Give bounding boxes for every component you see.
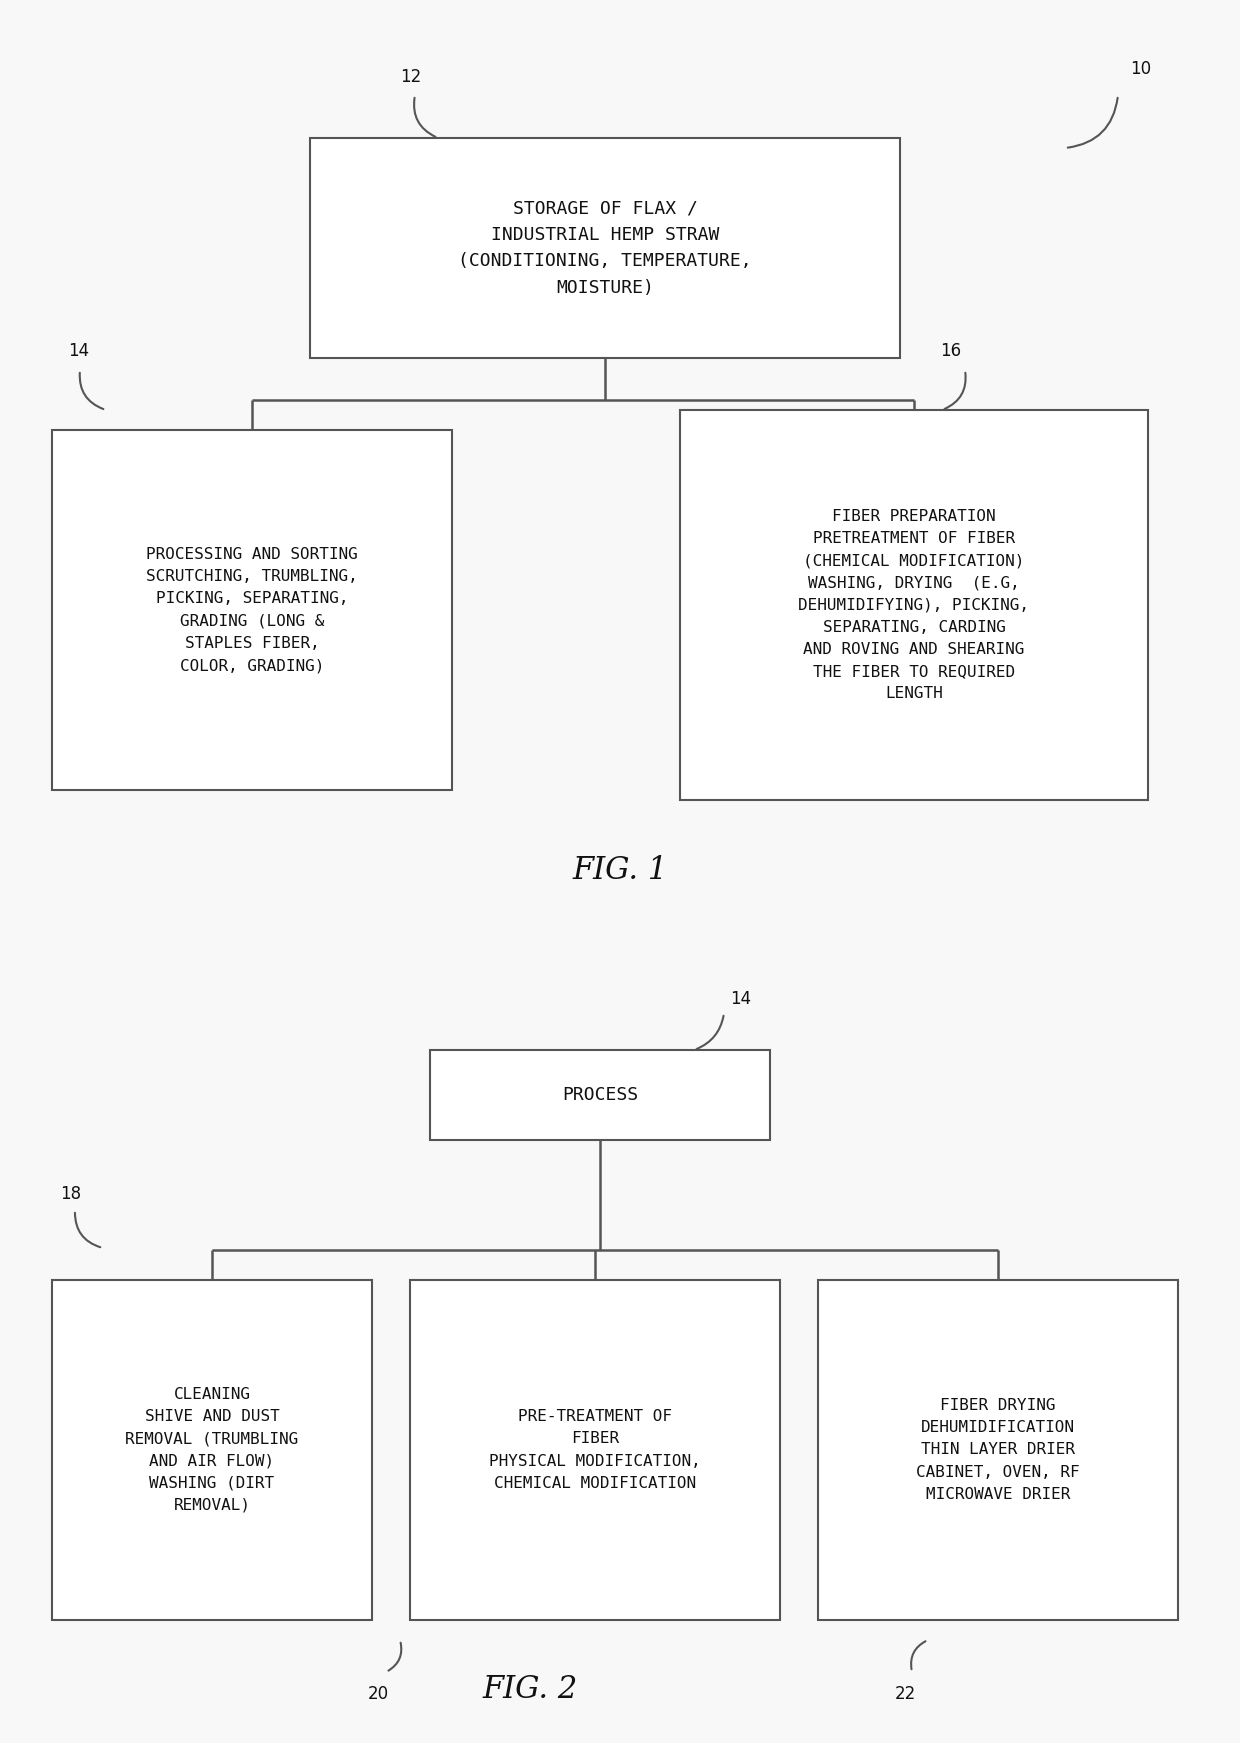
- Text: 12: 12: [401, 68, 422, 85]
- FancyBboxPatch shape: [310, 138, 900, 357]
- Text: CLEANING
SHIVE AND DUST
REMOVAL (TRUMBLING
AND AIR FLOW)
WASHING (DIRT
REMOVAL): CLEANING SHIVE AND DUST REMOVAL (TRUMBLI…: [125, 1387, 299, 1513]
- Text: FIBER DRYING
DEHUMIDIFICATION
THIN LAYER DRIER
CABINET, OVEN, RF
MICROWAVE DRIER: FIBER DRYING DEHUMIDIFICATION THIN LAYER…: [916, 1398, 1080, 1502]
- FancyBboxPatch shape: [52, 431, 453, 790]
- Text: STORAGE OF FLAX /
INDUSTRIAL HEMP STRAW
(CONDITIONING, TEMPERATURE,
MOISTURE): STORAGE OF FLAX / INDUSTRIAL HEMP STRAW …: [459, 199, 751, 296]
- Text: PRE-TREATMENT OF
FIBER
PHYSICAL MODIFICATION,
CHEMICAL MODIFICATION: PRE-TREATMENT OF FIBER PHYSICAL MODIFICA…: [489, 1408, 701, 1490]
- FancyBboxPatch shape: [818, 1279, 1178, 1619]
- Text: 16: 16: [940, 342, 961, 361]
- Text: PROCESS: PROCESS: [562, 1086, 639, 1103]
- Text: FIG. 1: FIG. 1: [573, 854, 667, 885]
- Text: 14: 14: [730, 990, 751, 1007]
- Text: FIBER PREPARATION
PRETREATMENT OF FIBER
(CHEMICAL MODIFICATION)
WASHING, DRYING : FIBER PREPARATION PRETREATMENT OF FIBER …: [799, 509, 1029, 701]
- Text: 14: 14: [68, 342, 89, 361]
- Text: 10: 10: [1130, 59, 1151, 78]
- Text: 22: 22: [895, 1685, 916, 1703]
- Text: 20: 20: [368, 1685, 389, 1703]
- Text: 18: 18: [60, 1185, 81, 1203]
- FancyBboxPatch shape: [430, 1049, 770, 1140]
- FancyBboxPatch shape: [410, 1279, 780, 1619]
- FancyBboxPatch shape: [52, 1279, 372, 1619]
- Text: FIG. 2: FIG. 2: [482, 1675, 578, 1705]
- Text: PROCESSING AND SORTING
SCRUTCHING, TRUMBLING,
PICKING, SEPARATING,
GRADING (LONG: PROCESSING AND SORTING SCRUTCHING, TRUMB…: [146, 547, 358, 673]
- FancyBboxPatch shape: [680, 410, 1148, 800]
